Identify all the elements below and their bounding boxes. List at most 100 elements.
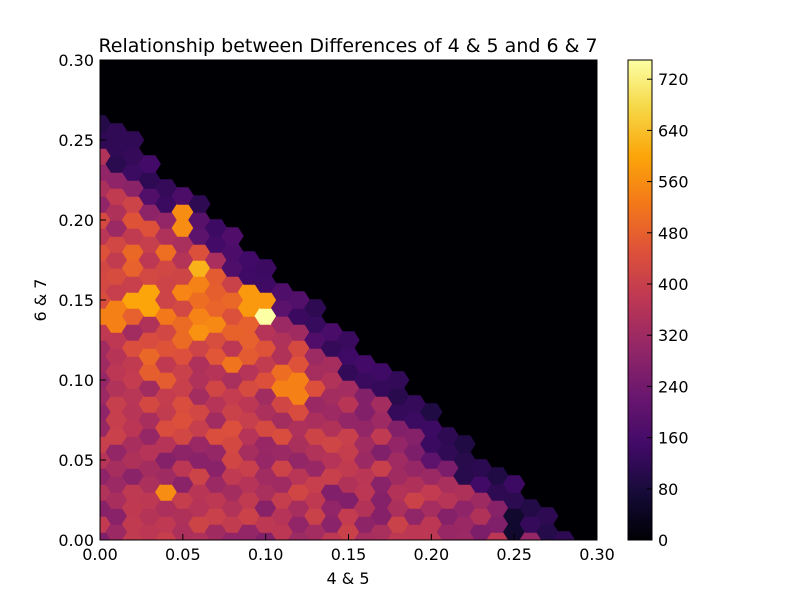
hex-cell: [453, 499, 476, 517]
hex-cell: [105, 123, 128, 141]
hex-cell: [387, 419, 410, 437]
hex-cell: [155, 275, 178, 293]
y-tick-label: 0.20: [58, 211, 94, 230]
hex-cell: [138, 427, 161, 445]
hex-cell: [105, 347, 128, 365]
hex-cell: [370, 491, 393, 509]
hex-cell: [469, 491, 493, 509]
hex-cell: [138, 523, 161, 540]
hex-cell: [105, 283, 128, 301]
hex-cell: [403, 507, 426, 525]
hex-cell: [353, 451, 377, 469]
hex-cell: [221, 339, 244, 357]
hex-cell: [420, 419, 443, 437]
hex-cell: [138, 459, 161, 477]
hex-cell: [155, 515, 178, 533]
hex-cell: [370, 427, 393, 445]
hex-cell: [138, 235, 161, 253]
hex-cell: [304, 379, 327, 397]
hex-cell: [254, 483, 277, 501]
hex-cell: [353, 467, 377, 485]
hex-cell: [254, 259, 277, 277]
colorbar-tick-label: 560: [658, 173, 689, 192]
hex-cell: [221, 467, 244, 485]
hex-cell: [237, 363, 261, 381]
hex-cell: [503, 491, 526, 509]
hex-cell: [436, 443, 460, 461]
hex-cell: [320, 515, 344, 533]
hex-cell: [287, 323, 310, 341]
hex-cell: [436, 475, 460, 493]
hex-cell: [420, 451, 443, 469]
hex-cell: [171, 315, 194, 333]
hex-cell: [204, 507, 228, 525]
hex-cell: [138, 507, 161, 525]
x-tick-label: 0.05: [165, 545, 201, 564]
hex-cell: [320, 403, 344, 421]
hex-cell: [204, 219, 228, 237]
colorbar-tick-label: 80: [658, 480, 678, 499]
hex-cell: [254, 419, 277, 437]
hex-cell: [121, 163, 145, 181]
hex-cell: [254, 515, 277, 533]
hex-cell: [304, 475, 327, 493]
x-axis-label: 4 & 5: [326, 569, 369, 588]
hex-cell: [121, 531, 145, 540]
hex-cell: [138, 187, 161, 205]
hex-cell: [138, 411, 161, 429]
hex-cell: [519, 531, 542, 540]
hex-cell: [105, 491, 128, 509]
x-tick-label: 0.15: [331, 545, 367, 564]
hex-cell: [287, 403, 310, 421]
hex-cell: [188, 355, 211, 373]
hex-cell: [320, 499, 344, 517]
hex-cell: [536, 507, 559, 525]
hex-cell: [287, 307, 310, 325]
hex-cell: [155, 307, 178, 325]
hex-cell: [188, 259, 211, 277]
hex-cell: [188, 371, 211, 389]
hex-cell: [100, 163, 112, 181]
hex-cell: [171, 427, 194, 445]
hex-cell: [271, 363, 294, 381]
hex-cell: [320, 483, 344, 501]
hex-cell: [138, 475, 161, 493]
hex-cell: [436, 459, 460, 477]
hex-cell: [237, 315, 261, 333]
hex-cell: [271, 411, 294, 429]
hex-cell: [304, 443, 327, 461]
hex-cell: [337, 443, 360, 461]
hex-cell: [320, 531, 344, 540]
hex-cell: [337, 363, 360, 381]
hex-cell: [320, 467, 344, 485]
hex-cell: [155, 451, 178, 469]
hex-cell: [221, 499, 244, 517]
hex-cell: [121, 467, 145, 485]
hex-cell: [171, 347, 194, 365]
hex-cell: [304, 363, 327, 381]
hex-cell: [138, 363, 161, 381]
hex-cell: [188, 531, 211, 540]
hex-cell: [403, 427, 426, 445]
hex-cell: [304, 491, 327, 509]
hex-cell: [403, 411, 426, 429]
hex-cell: [403, 395, 426, 413]
colorbar-tick-label: 320: [658, 326, 689, 345]
hex-cell: [353, 403, 377, 421]
hex-cell: [453, 467, 476, 485]
hex-cell: [353, 435, 377, 453]
hex-cell: [105, 379, 128, 397]
hex-cell: [121, 451, 145, 469]
hex-cell: [105, 315, 128, 333]
x-tick-label: 0.25: [496, 545, 532, 564]
hex-cell: [503, 507, 526, 525]
hex-cell: [121, 147, 145, 165]
hex-cell: [271, 443, 294, 461]
hex-cell: [237, 507, 261, 525]
hex-cell: [121, 515, 145, 533]
hex-cell: [237, 459, 261, 477]
hex-cell: [403, 459, 426, 477]
hex-cell: [536, 523, 559, 540]
hex-cell: [320, 451, 344, 469]
